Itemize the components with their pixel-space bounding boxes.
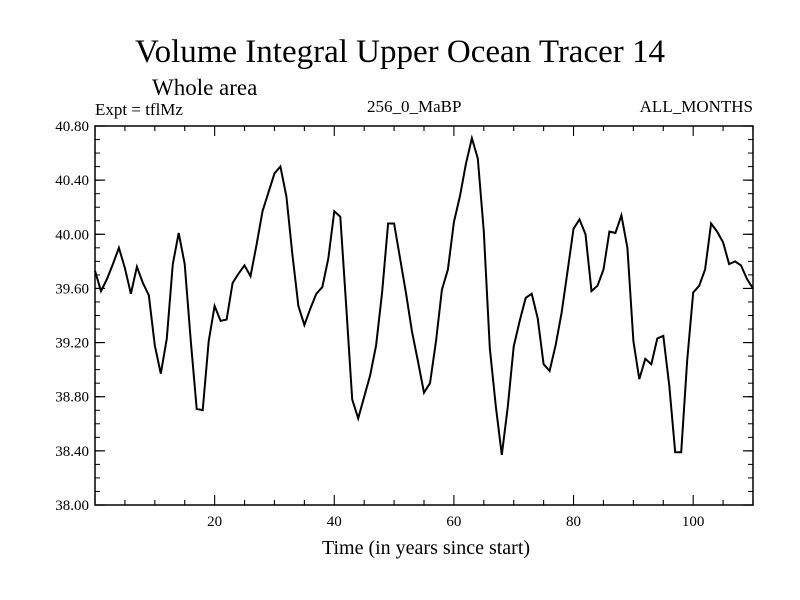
y-tick-label: 40.40 bbox=[55, 173, 89, 189]
months-label: ALL_MONTHS bbox=[639, 97, 753, 116]
y-tick-label: 38.40 bbox=[55, 444, 89, 460]
y-tick-label: 39.60 bbox=[55, 281, 89, 297]
x-tick-label: 40 bbox=[327, 514, 342, 530]
y-tick-label: 38.80 bbox=[55, 390, 89, 406]
x-axis-ticks: 20 40 60 80 100 bbox=[94, 126, 754, 530]
y-tick-label: 40.00 bbox=[55, 227, 89, 243]
run-id-label: 256_0_MaBP bbox=[367, 97, 462, 116]
x-tick-label: 100 bbox=[682, 514, 705, 530]
y-axis-ticks: 38.00 38.40 38.80 39.20 39.60 40.00 40.40 40.80 bbox=[55, 119, 753, 514]
y-tick-label: 38.00 bbox=[55, 498, 89, 514]
experiment-label: Expt = tflMz bbox=[95, 100, 183, 119]
series-line bbox=[94, 134, 754, 456]
x-axis-label: Time (in years since start) bbox=[321, 537, 531, 559]
chart-subtitle: Whole area bbox=[152, 75, 258, 100]
x-tick-label: 80 bbox=[566, 514, 581, 530]
y-tick-label: 40.80 bbox=[55, 119, 89, 135]
y-tick-label: 39.20 bbox=[55, 336, 89, 352]
x-tick-label: 20 bbox=[207, 514, 222, 530]
plot-frame bbox=[94, 125, 754, 506]
x-tick-label: 60 bbox=[446, 514, 461, 530]
chart-title: Volume Integral Upper Ocean Tracer 14 bbox=[135, 34, 665, 70]
